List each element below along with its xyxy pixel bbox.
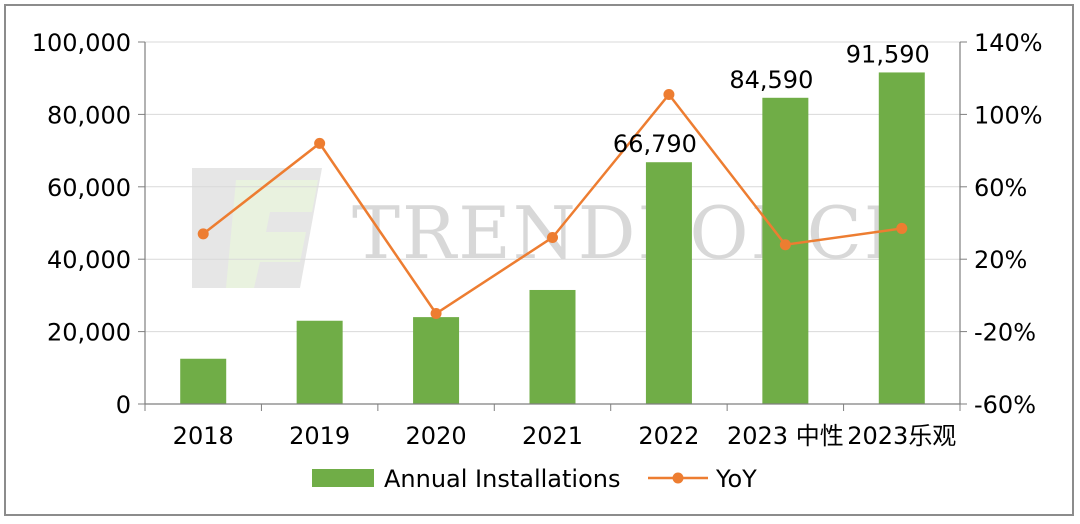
bar — [529, 289, 576, 404]
legend-bar-swatch — [312, 469, 374, 487]
y-left-tick-label: 40,000 — [47, 246, 131, 274]
bar-data-label: 91,590 — [846, 40, 930, 68]
y-right-tick-label: 140% — [974, 29, 1043, 57]
watermark-text: TRENDFORCE — [352, 191, 918, 275]
axes — [138, 41, 967, 411]
x-tick-label: 2018 — [173, 422, 234, 450]
y-left-tick-label: 100,000 — [32, 29, 131, 57]
x-tick-label: 2021 — [522, 422, 583, 450]
yoy-point — [314, 137, 326, 149]
y-right-tick-label: 20% — [974, 246, 1027, 274]
y-right-tick-label: -60% — [974, 391, 1036, 419]
yoy-point — [197, 228, 209, 240]
gridlines — [145, 41, 960, 333]
y-left-tick-label: 80,000 — [47, 101, 131, 129]
bars — [180, 72, 925, 404]
legend-line-label: YoY — [715, 465, 757, 493]
yoy-point — [896, 222, 908, 234]
bar-data-label: 84,590 — [729, 66, 813, 94]
yoy-point — [547, 231, 558, 243]
x-tick-label: 2022 — [638, 422, 699, 450]
yoy-line — [197, 88, 908, 319]
x-tick-label: 2023 中性 — [727, 422, 844, 450]
bar — [296, 320, 343, 404]
bar-data-label: 66,790 — [613, 130, 697, 158]
yoy-point — [779, 239, 791, 251]
legend-bar-label: Annual Installations — [384, 465, 620, 493]
labels: 0 20,000 40,000 60,000 80,000 100,000 -60% -20%… — [32, 29, 1043, 450]
bar — [878, 72, 925, 404]
y-right-tick-label: 100% — [974, 101, 1043, 129]
bar — [762, 97, 809, 404]
bar — [645, 162, 692, 404]
legend: Annual Installations YoY — [312, 465, 757, 493]
y-right-tick-label: 60% — [974, 174, 1027, 202]
y-left-tick-label: 0 — [116, 391, 131, 419]
x-tick-label: 2019 — [289, 422, 350, 450]
y-left-tick-label: 60,000 — [47, 174, 131, 202]
yoy-point — [663, 88, 675, 100]
x-tick-label: 2020 — [406, 422, 467, 450]
x-tick-label: 2023乐观 — [847, 422, 956, 450]
y-left-tick-label: 20,000 — [47, 319, 131, 347]
yoy-point — [430, 308, 442, 319]
bar — [180, 358, 227, 404]
legend-line-marker — [672, 472, 684, 484]
y-right-tick-label: -20% — [974, 319, 1036, 347]
bar — [413, 317, 460, 404]
trendforce-watermark: TRENDFORCE — [192, 168, 918, 288]
